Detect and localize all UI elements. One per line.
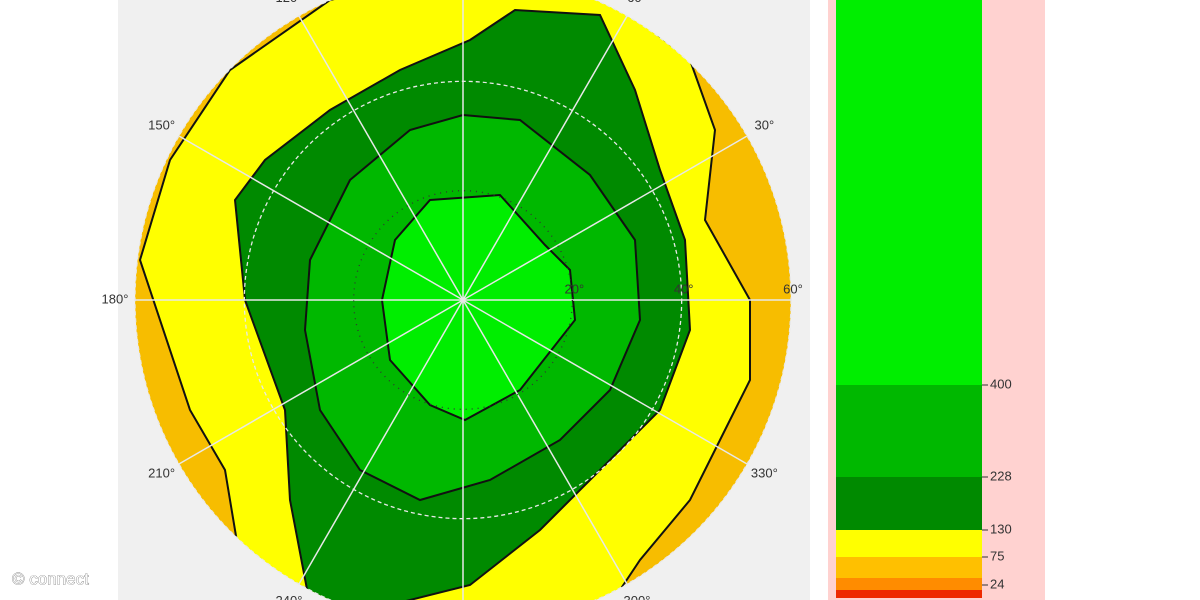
colorbar-tick-label: 130 <box>990 521 1012 536</box>
spoke <box>462 299 628 585</box>
colorbar-tick-label: 24 <box>990 576 1004 591</box>
watermark: © connect <box>12 569 89 588</box>
spoke <box>178 299 464 465</box>
angle-tick-label: 30° <box>755 117 775 132</box>
colorbar-tick-label: 228 <box>990 468 1012 483</box>
colorbar-band <box>836 0 982 385</box>
grid-circle <box>243 80 683 520</box>
colorbar-band <box>836 578 982 590</box>
colorbar-band <box>836 590 982 598</box>
angle-tick-label: 300° <box>624 593 651 600</box>
angle-tick-label: 120° <box>276 0 303 5</box>
angle-tick-label: 180° <box>102 291 129 306</box>
colorbar-band <box>836 477 982 530</box>
angle-tick-label: 60° <box>627 0 647 5</box>
r-tick-label: 20° <box>564 281 584 296</box>
contour-region <box>380 193 577 422</box>
r-tick-label: 60° <box>783 281 803 296</box>
spoke <box>178 135 464 301</box>
colorbar-band <box>836 530 982 557</box>
spoke <box>298 15 464 301</box>
colorbar-tick-label: 400 <box>990 376 1012 391</box>
spoke <box>462 135 748 301</box>
grid-circle <box>353 190 573 410</box>
colorbar-tick-label: 75 <box>990 548 1004 563</box>
colorbar: 400 228 130 75 24 <box>836 0 1012 598</box>
spoke <box>462 299 748 465</box>
angle-tick-label: 150° <box>148 117 175 132</box>
r-tick-label: 40° <box>674 281 694 296</box>
colorbar-band <box>836 385 982 477</box>
angle-tick-label: 240° <box>276 593 303 600</box>
spoke <box>298 299 464 585</box>
polar-grid: 20° 40° 60° 30° 60° 120° 150° 180° 210° 240° 300° 3… <box>102 0 803 600</box>
spoke <box>462 15 628 301</box>
angle-tick-label: 210° <box>148 465 175 480</box>
angle-tick-label: 330° <box>751 465 778 480</box>
colorbar-band <box>836 557 982 578</box>
grid-circle <box>134 0 792 600</box>
